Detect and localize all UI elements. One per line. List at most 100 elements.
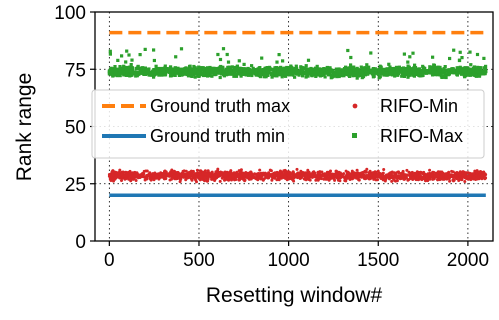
rifo-max-point bbox=[235, 64, 239, 68]
rifo-max-point bbox=[458, 50, 462, 54]
rifo-max-point bbox=[437, 72, 441, 76]
rifo-max-point bbox=[165, 70, 169, 74]
rifo-min-point bbox=[148, 177, 152, 181]
rifo-max-point bbox=[193, 75, 197, 79]
rifo-max-point bbox=[444, 75, 448, 80]
rifo-max-point bbox=[203, 66, 207, 71]
rifo-min-point bbox=[228, 176, 232, 180]
rifo-min-point bbox=[134, 179, 138, 182]
rifo-max-point bbox=[221, 47, 226, 51]
rifo-max-point bbox=[213, 72, 217, 76]
rifo-max-point bbox=[248, 70, 252, 74]
rifo-min-point bbox=[253, 172, 257, 176]
rifo-min-point bbox=[440, 170, 444, 174]
rifo-max-point bbox=[431, 73, 435, 77]
rifo-max-point bbox=[216, 69, 220, 73]
rifo-max-point bbox=[242, 62, 246, 66]
rifo-min-point bbox=[480, 174, 484, 178]
rifo-max-point bbox=[479, 66, 483, 70]
rifo-max-point bbox=[121, 66, 125, 70]
rifo-max-point bbox=[345, 72, 349, 77]
rifo-max-point bbox=[177, 69, 181, 73]
rifo-max-point bbox=[257, 68, 261, 72]
rifo-max-point bbox=[221, 70, 225, 75]
rifo-max-point bbox=[108, 52, 112, 56]
rifo-min-point bbox=[194, 173, 198, 177]
rifo-max-point bbox=[281, 59, 285, 63]
rifo-max-point bbox=[127, 73, 131, 77]
rifo-min-point bbox=[340, 174, 344, 178]
rifo-max-point bbox=[129, 70, 133, 74]
rifo-min-point bbox=[407, 178, 411, 181]
rifo-max-point bbox=[107, 72, 111, 76]
rifo-max-point bbox=[431, 55, 435, 59]
rifo-min-point bbox=[243, 179, 247, 183]
rifo-max-point bbox=[394, 65, 399, 69]
rifo-max-point bbox=[147, 73, 151, 77]
rifo-max-point bbox=[293, 75, 297, 79]
rifo-max-point bbox=[462, 66, 466, 70]
rifo-max-point bbox=[304, 67, 308, 71]
rifo-min-point bbox=[111, 177, 115, 181]
rifo-max-point bbox=[407, 66, 411, 70]
rifo-max-point bbox=[304, 64, 308, 68]
rifo-max-point bbox=[124, 60, 128, 64]
rifo-max-point bbox=[254, 70, 258, 74]
rifo-max-point bbox=[307, 71, 311, 75]
rifo-max-point bbox=[462, 68, 466, 73]
rifo-max-point bbox=[413, 70, 417, 75]
rifo-max-point bbox=[229, 68, 233, 72]
rifo-min-point bbox=[360, 175, 364, 179]
rifo-max-point bbox=[471, 71, 475, 76]
rifo-max-point bbox=[316, 70, 320, 74]
rifo-max-point bbox=[154, 64, 158, 68]
rifo-max-point bbox=[268, 65, 272, 69]
rifo-min-point bbox=[265, 176, 269, 180]
rifo-min-point bbox=[283, 171, 286, 175]
rifo-max-point bbox=[369, 51, 373, 55]
rifo-min-point bbox=[273, 173, 277, 177]
rifo-max-point bbox=[318, 74, 323, 78]
rifo-max-point bbox=[277, 53, 281, 57]
rifo-min-point bbox=[143, 178, 147, 182]
rifo-min-point bbox=[209, 173, 212, 177]
rifo-max-point bbox=[390, 73, 394, 77]
rifo-min-point bbox=[335, 172, 339, 176]
rifo-min-point bbox=[298, 177, 302, 180]
rifo-max-point bbox=[483, 67, 487, 71]
rifo-max-point bbox=[337, 74, 341, 79]
rifo-min-point bbox=[295, 167, 299, 171]
rifo-max-point bbox=[309, 67, 314, 72]
rifo-min-point bbox=[115, 174, 119, 177]
rifo-max-point bbox=[163, 64, 167, 68]
rifo-min-point bbox=[428, 168, 432, 172]
rifo-max-point bbox=[171, 70, 175, 74]
rifo-min-point bbox=[210, 170, 214, 174]
rifo-max-point bbox=[472, 68, 476, 72]
rifo-max-point bbox=[412, 72, 416, 76]
y-axis-title: Rank range bbox=[13, 73, 36, 182]
rifo-min-point bbox=[317, 175, 321, 178]
rifo-min-point bbox=[132, 177, 136, 181]
rifo-max-point bbox=[483, 70, 487, 74]
rifo-max-point bbox=[250, 64, 254, 68]
rifo-max-point bbox=[281, 73, 285, 78]
rifo-max-point bbox=[451, 70, 456, 74]
rifo-min-point bbox=[314, 178, 318, 182]
rifo-min-point bbox=[430, 173, 433, 177]
rifo-max-point bbox=[250, 73, 254, 78]
rifo-min-point bbox=[344, 179, 348, 183]
rifo-max-point bbox=[218, 75, 222, 80]
rifo-min-point bbox=[250, 173, 254, 176]
rifo-min-point bbox=[452, 176, 456, 179]
rifo-min-point bbox=[123, 174, 127, 178]
rifo-max-point bbox=[301, 74, 305, 78]
rifo-max-point bbox=[464, 68, 468, 72]
rifo-max-point bbox=[317, 72, 321, 77]
rifo-min-point bbox=[232, 171, 236, 175]
rifo-max-point bbox=[118, 70, 122, 74]
rifo-max-point bbox=[188, 64, 192, 68]
rifo-max-point bbox=[427, 71, 431, 75]
rifo-max-point bbox=[348, 72, 353, 76]
rifo-max-point bbox=[152, 48, 156, 52]
